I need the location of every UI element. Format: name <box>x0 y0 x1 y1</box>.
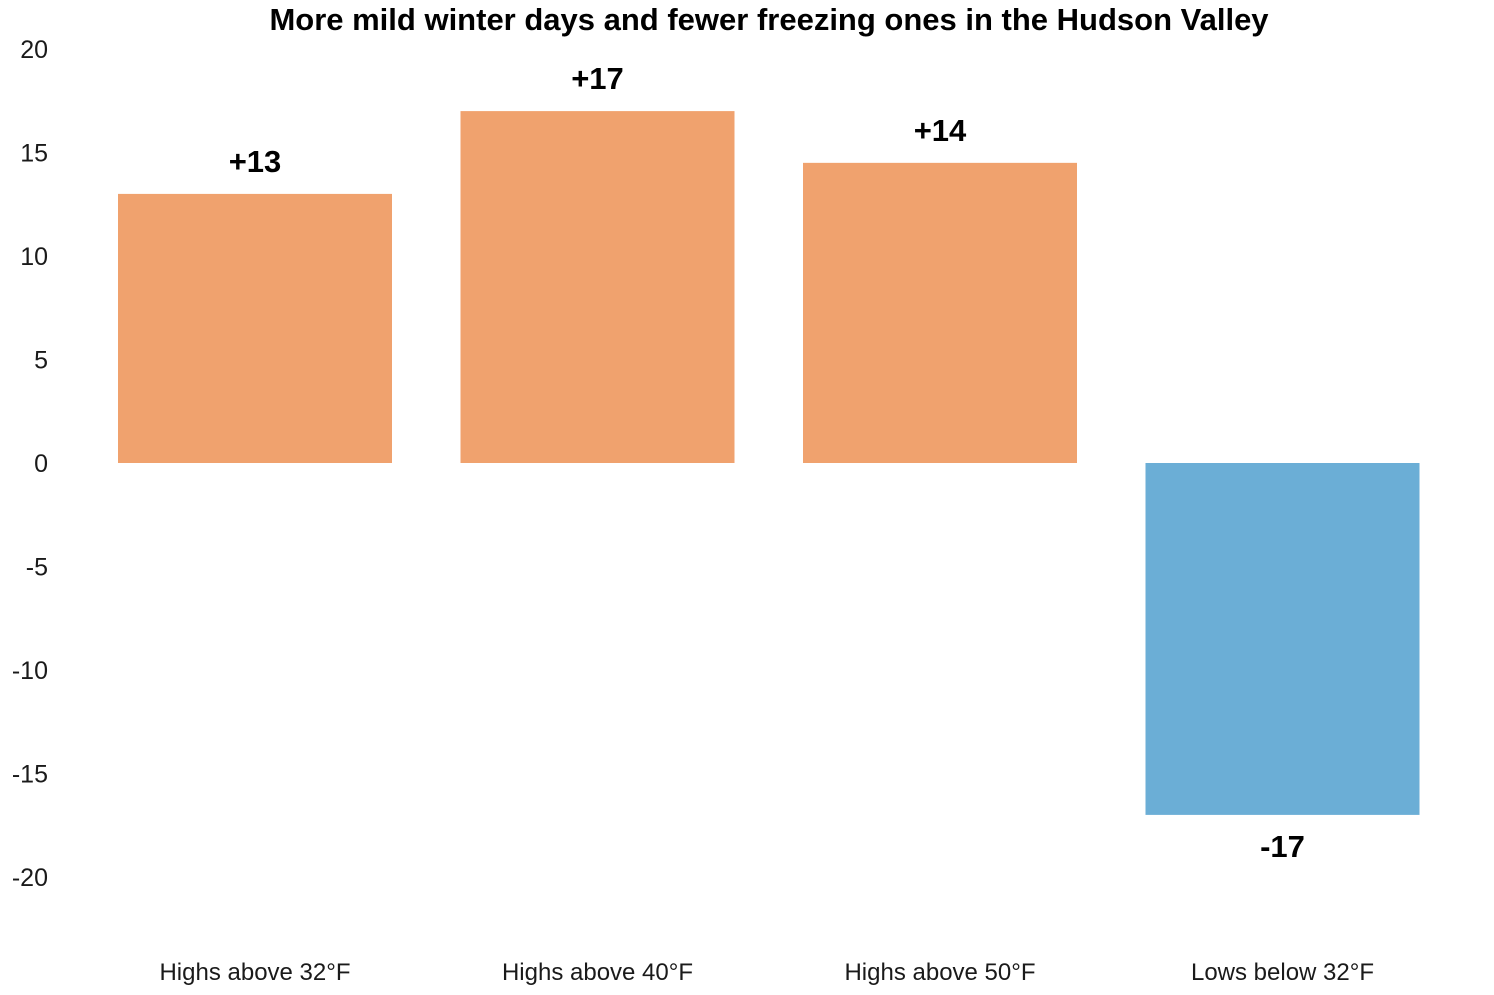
x-category-label: Highs above 50°F <box>844 959 1035 986</box>
y-tick-label: -20 <box>12 864 48 892</box>
x-category-label: Lows below 32°F <box>1191 959 1374 986</box>
bar <box>118 193 392 463</box>
bar <box>460 111 735 463</box>
x-axis: Highs above 32°F Highs above 40°F Highs ab… <box>159 959 1374 986</box>
data-labels: +13 +17 +14 -17 <box>229 61 1305 864</box>
y-axis: 20 15 10 5 0 -5 -10 -15 -20 <box>12 36 48 892</box>
y-tick-label: 0 <box>34 450 48 478</box>
bar-data-label: +13 <box>229 144 282 179</box>
y-tick-label: -15 <box>12 761 48 789</box>
y-tick-label: 20 <box>20 36 48 64</box>
bar-data-label: +17 <box>571 61 624 96</box>
y-tick-label: 15 <box>20 140 48 168</box>
bar <box>1145 463 1420 815</box>
y-tick-label: -10 <box>12 657 48 685</box>
y-tick-label: 5 <box>34 347 48 375</box>
bars <box>118 111 1420 815</box>
chart-title: More mild winter days and fewer freezing… <box>269 2 1269 37</box>
bar <box>803 162 1077 463</box>
x-category-label: Highs above 32°F <box>159 959 350 986</box>
y-tick-label: -5 <box>26 554 48 582</box>
x-category-label: Highs above 40°F <box>502 959 693 986</box>
bar-data-label: +14 <box>914 113 967 148</box>
bar-data-label: -17 <box>1260 829 1305 864</box>
y-tick-label: 10 <box>20 243 48 271</box>
